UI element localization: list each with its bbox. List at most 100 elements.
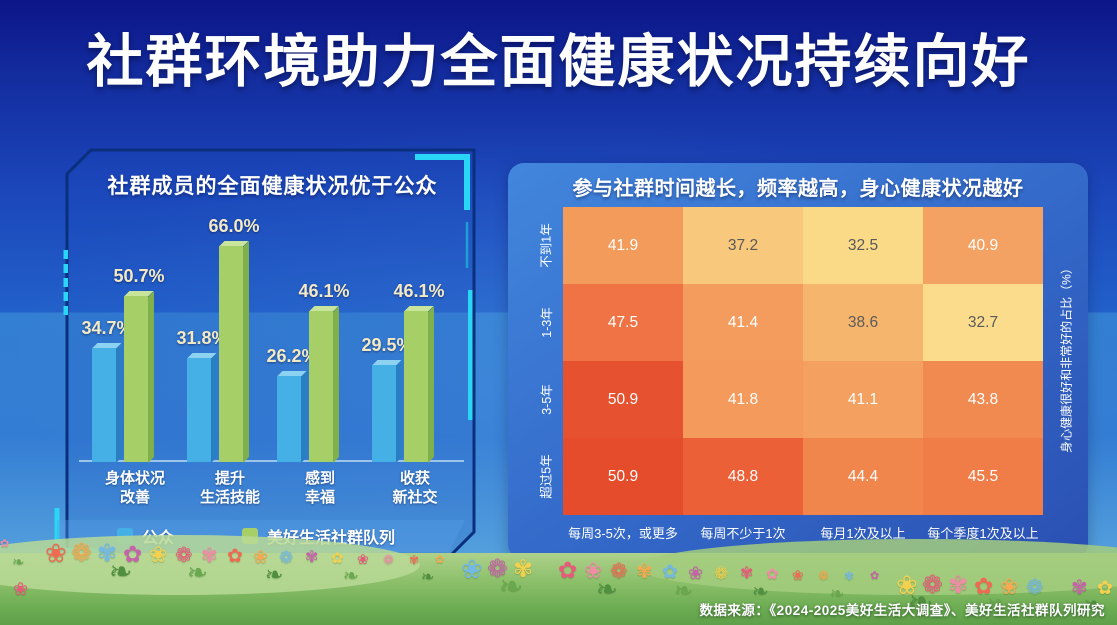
flower-icon: ❀ bbox=[896, 570, 918, 600]
heatmap-column-label: 每个季度1次及以上 bbox=[927, 526, 1039, 541]
flower-icon: ✾ bbox=[409, 553, 420, 567]
leaf-icon: ❧ bbox=[752, 581, 769, 603]
flower-icon: ✿ bbox=[662, 562, 678, 583]
bar-category-label: 提升 生活技能 bbox=[199, 470, 260, 506]
bar-公众-0 bbox=[92, 348, 116, 462]
heatmap-cell-3-3: 45.5 bbox=[923, 438, 1043, 515]
flower-icon: ❁ bbox=[818, 568, 829, 583]
flower-icon: ✾ bbox=[97, 540, 118, 567]
leaf-icon: ❧ bbox=[109, 556, 133, 587]
heatmap-row-label: 超过5年 bbox=[539, 454, 554, 499]
bar-value-label: 50.7% bbox=[113, 266, 165, 286]
heatmap-right-axis-label: 身心健康很好和非常好的占比（%） bbox=[1059, 262, 1074, 453]
heatmap-column-labels: 每周3-5次，或更多 每周不少于1次 每月1次及以上 每个季度1次及以上 bbox=[563, 523, 1043, 542]
heatmap-cell-3-2: 44.4 bbox=[803, 438, 923, 515]
flower-icon: ✾ bbox=[740, 565, 754, 582]
leaf-icon: ❧ bbox=[674, 577, 694, 603]
heatmap-cell-1-0: 47.5 bbox=[563, 284, 683, 361]
bar-value-label: 46.1% bbox=[298, 281, 350, 301]
bar-plot: 34.7% 50.7% 31.8% 66.0% 26.2% 46.1% 29.5% 46.1% bbox=[65, 202, 480, 462]
flower-icon: ❀ bbox=[1000, 574, 1019, 599]
heatmap-row-label: 不到1年 bbox=[539, 223, 554, 268]
flower-icon: ❁ bbox=[714, 564, 729, 583]
heatmap-cell-3-1: 48.8 bbox=[683, 438, 803, 515]
bar-chart-title: 社群成员的全面健康状况优于公众 bbox=[107, 175, 438, 198]
bar-value-label: 29.5% bbox=[361, 335, 413, 355]
leaf-icon: ❧ bbox=[12, 554, 25, 571]
flower-icon: ✿ bbox=[123, 541, 143, 567]
leaf-icon: ❧ bbox=[908, 586, 934, 619]
flower-icon: ✾ bbox=[948, 572, 969, 599]
flower-icon: ❀ bbox=[253, 547, 269, 567]
flower-icon: ✿ bbox=[1097, 578, 1113, 599]
heatmap-cell-2-0: 50.9 bbox=[563, 361, 683, 438]
heatmap-cell-2-3: 43.8 bbox=[923, 361, 1043, 438]
leaf-icon: ❧ bbox=[986, 589, 1009, 619]
meadow-illustration: ✿ ❧ ❀ ❁ ✾ ❧ ✿ ❀ ❁ ❧ ✾ ✿ ❀ ❧ ❁ ✾ ✿ ❧ ❀ ❁ ✾ ❧ ✿ ❀ ❁ ❧ ✾ ✿ ❀ ❧ ❁ ✾ ✿ ❧ ❀ ❁ ✾ ❧ ✿ ❀… bbox=[0, 535, 1117, 625]
flower-icon: ✿ bbox=[227, 546, 243, 567]
bar-公众-2 bbox=[277, 376, 301, 462]
bar-value-label: 26.2% bbox=[266, 346, 318, 366]
heatmap-title: 参与社群时间越长，频率越高，身心健康状况越好 bbox=[572, 178, 1024, 200]
flower-icon: ✾ bbox=[513, 556, 534, 583]
heatmap-cell-0-0: 41.9 bbox=[563, 207, 683, 284]
flower-icon: ✿ bbox=[766, 566, 779, 583]
flower-icon: ✾ bbox=[201, 545, 218, 567]
bar-美好生活社群队列-0 bbox=[124, 296, 148, 462]
bar-category-label: 收获 新社交 bbox=[392, 470, 438, 506]
leaf-icon: ❧ bbox=[421, 569, 435, 586]
flower-icon: ❀ bbox=[461, 554, 483, 584]
heatmap-column-label: 每周3-5次，或更多 bbox=[568, 526, 678, 541]
bar-公众-3 bbox=[372, 365, 396, 462]
leaf-icon: ❧ bbox=[596, 574, 618, 604]
flower-icon: ❁ bbox=[922, 571, 943, 599]
flower-icon: ❀ bbox=[792, 567, 804, 583]
leaf-icon: ❧ bbox=[499, 571, 524, 603]
flower-icon: ✿ bbox=[331, 550, 344, 567]
heatmap-row-labels: 不到1年 1-3年 3-5年超过5年 bbox=[530, 207, 560, 515]
leaf-icon: ❧ bbox=[187, 559, 208, 587]
bar-value-label: 46.1% bbox=[393, 281, 445, 301]
flower-icon: ✿ bbox=[558, 557, 578, 583]
flower-icon: ✾ bbox=[844, 569, 855, 583]
bar-value-label: 34.7% bbox=[81, 318, 133, 338]
heatmap-row-label: 3-5年 bbox=[539, 384, 554, 415]
heatmap-cell-2-1: 41.8 bbox=[683, 361, 803, 438]
bar-公众-1 bbox=[187, 358, 211, 462]
heatmap-row-label: 1-3年 bbox=[539, 307, 554, 338]
flower-icon: ❁ bbox=[71, 539, 92, 567]
heatmap-column-label: 每周不少于1次 bbox=[700, 526, 786, 541]
flower-icon: ❁ bbox=[610, 560, 628, 583]
heatmap-panel: 参与社群时间越长，频率越高，身心健康状况越好 41.9 37.2 32.5 40.9 4… bbox=[508, 163, 1088, 560]
x-axis-line bbox=[79, 460, 464, 462]
page-title: 社群环境助力全面健康状况持续向好 bbox=[86, 30, 1031, 94]
flower-icon: ❁ bbox=[487, 555, 508, 583]
data-source-note: 数据来源：《2024-2025美好生活大调查》、美好生活社群队列研究 bbox=[699, 603, 1105, 618]
heatmap-cell-0-2: 32.5 bbox=[803, 207, 923, 284]
bar-美好生活社群队列-3 bbox=[404, 311, 428, 462]
leaf-icon: ❧ bbox=[1083, 592, 1104, 619]
flower-icon: ❁ bbox=[1026, 576, 1044, 599]
flower-icon: ❁ bbox=[279, 548, 294, 567]
heatmap-cell-2-2: 41.1 bbox=[803, 361, 923, 438]
bar-category-label: 身体状况 改善 bbox=[104, 470, 165, 506]
flower-icon: ✿ bbox=[974, 573, 994, 599]
bar-美好生活社群队列-2 bbox=[309, 311, 333, 462]
heatmap-cell-1-1: 41.4 bbox=[683, 284, 803, 361]
flower-icon: ❀ bbox=[149, 542, 168, 567]
heatmap-cell-0-1: 37.2 bbox=[683, 207, 803, 284]
flower-icon: ✾ bbox=[1071, 577, 1088, 599]
heatmap-cell-3-0: 50.9 bbox=[563, 438, 683, 515]
bar-category-label: 感到 幸福 bbox=[304, 470, 335, 506]
flower-icon: ✾ bbox=[305, 549, 319, 566]
bar-美好生活社群队列-1 bbox=[219, 246, 243, 462]
flower-icon: ❀ bbox=[13, 579, 29, 599]
flower-icon: ❁ bbox=[383, 552, 394, 567]
flower-icon: ✿ bbox=[0, 538, 10, 550]
bar-chart-panel: 社群成员的全面健康状况优于公众 34.7% 50.7% 31.8% 66.0% 26.2… bbox=[54, 148, 480, 560]
heatmap-grid: 41.9 37.2 32.5 40.9 47.5 41.4 38.6 32.7 50.9 41.8… bbox=[563, 207, 1043, 515]
leaf-icon: ❧ bbox=[343, 566, 359, 587]
flower-icon: ✿ bbox=[435, 554, 445, 566]
bar-value-label: 31.8% bbox=[176, 328, 228, 348]
